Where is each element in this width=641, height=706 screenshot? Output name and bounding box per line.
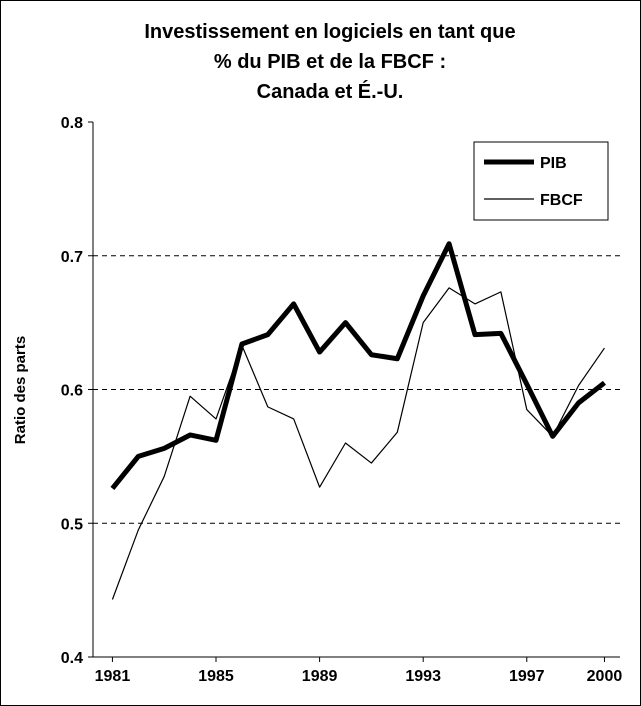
x-tick-label: 1993: [405, 668, 441, 685]
chart-title: Canada et É.-U.: [257, 80, 404, 103]
y-tick-label: 0.4: [61, 650, 83, 667]
series-line: [111, 287, 605, 600]
x-tick-label: 2000: [587, 668, 623, 685]
chart-title: Investissement en logiciels en tant que: [144, 21, 515, 43]
y-tick-label: 0.7: [61, 249, 83, 266]
y-tick-label: 0.8: [61, 115, 83, 132]
y-tick-label: 0.5: [61, 516, 83, 533]
legend-label: FBCF: [540, 192, 583, 209]
series-line: [110, 241, 606, 491]
legend-label: PIB: [540, 155, 567, 172]
x-tick-label: 1989: [302, 668, 338, 685]
x-tick-label: 1981: [95, 668, 131, 685]
legend-box: [473, 141, 609, 221]
chart-title: % du PIB et de la FBCF :: [214, 51, 446, 73]
x-tick-label: 1997: [509, 668, 545, 685]
x-tick-label: 1985: [198, 668, 234, 685]
y-axis-label: Ratio des parts: [12, 336, 29, 444]
y-tick-label: 0.6: [61, 383, 83, 400]
